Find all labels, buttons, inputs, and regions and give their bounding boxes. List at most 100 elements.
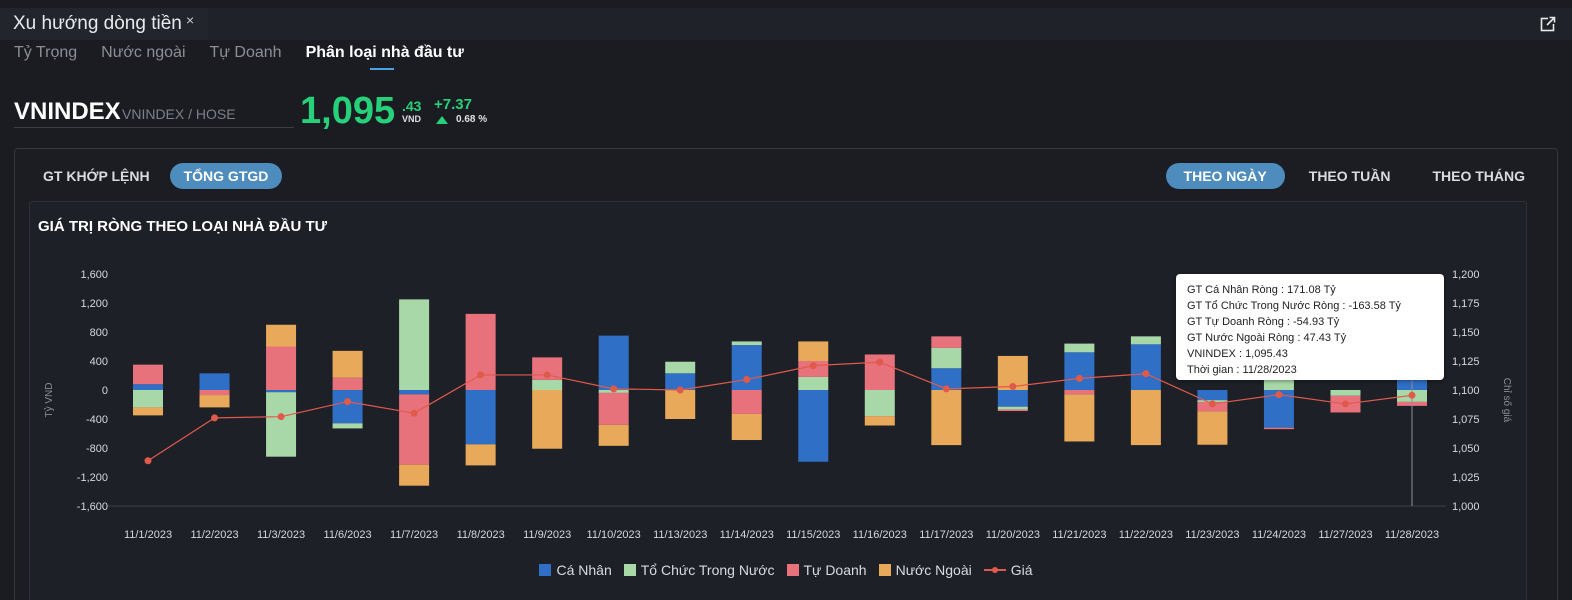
y-tick-label: -1,200 xyxy=(77,472,108,484)
bar-segment xyxy=(1130,390,1161,446)
bar-segment xyxy=(598,392,629,425)
tab-phan-loai-nha-dau-tu[interactable]: Phân loại nhà đầu tư xyxy=(306,44,464,70)
x-tick-label: 11/8/2023 xyxy=(457,529,505,541)
legend-ca-nhan[interactable]: Cá Nhân xyxy=(539,562,612,578)
bar-segment xyxy=(731,345,762,390)
bar-segment xyxy=(1263,427,1294,430)
bar-segment xyxy=(332,390,363,424)
x-tick-label: 11/14/2023 xyxy=(720,529,774,541)
bar-segment xyxy=(598,335,629,390)
bar-segment xyxy=(931,390,962,446)
x-tick-label: 11/13/2023 xyxy=(653,529,707,541)
y-tick-label: 1,600 xyxy=(80,269,108,281)
bar-segment xyxy=(1197,390,1228,401)
legend-to-chuc-trong-nuoc[interactable]: Tổ Chức Trong Nước xyxy=(623,562,775,578)
tooltip-line: GT Tổ Chức Trong Nước Ròng : -163.58 Tỷ xyxy=(1187,300,1401,312)
legend-tu-doanh[interactable]: Tự Doanh xyxy=(786,562,867,578)
theo-tuan-button[interactable]: THEO TUẦN xyxy=(1308,168,1391,184)
bar-segment xyxy=(798,376,829,390)
bar-segment xyxy=(199,390,230,396)
price-point xyxy=(809,362,817,370)
bar-segment xyxy=(399,394,430,465)
bar-segment xyxy=(1064,352,1095,390)
bar-segment xyxy=(465,444,496,466)
price-unit: VND xyxy=(402,114,422,124)
window-header: Xu hướng dòng tiền × xyxy=(0,0,1572,44)
y2-tick-label: 1,100 xyxy=(1452,385,1480,397)
widget-title: Xu hướng dòng tiền xyxy=(13,13,182,34)
legend-gia[interactable]: Giá xyxy=(983,562,1033,578)
external-link-icon[interactable] xyxy=(1540,16,1556,32)
price-integer: 1,095 xyxy=(300,90,396,132)
tab-nuoc-ngoai[interactable]: Nước ngoài xyxy=(101,44,186,61)
bar-segment xyxy=(399,464,430,486)
tooltip-line: Thời gian : 11/28/2023 xyxy=(1187,364,1297,376)
legend-label: Tự Doanh xyxy=(803,562,867,578)
y2-tick-label: 1,000 xyxy=(1452,501,1480,513)
theo-thang-button[interactable]: THEO THÁNG xyxy=(1432,168,1525,184)
y2-tick-label: 1,175 xyxy=(1452,298,1480,310)
ticker-divider xyxy=(14,127,294,128)
price-point xyxy=(610,385,618,393)
tooltip-line: VNINDEX : 1,095.43 xyxy=(1187,348,1288,360)
y-axis-title: Tỷ VND xyxy=(43,383,55,418)
ticker-exchange: VNINDEX / HOSE xyxy=(122,106,236,122)
bar-segment xyxy=(266,346,297,390)
theo-ngay-button[interactable]: THEO NGÀY xyxy=(1165,163,1285,189)
widget-tab[interactable]: Xu hướng dòng tiền xyxy=(0,8,208,40)
x-tick-label: 11/3/2023 xyxy=(257,529,305,541)
legend-label: Nước Ngoài xyxy=(895,562,972,578)
legend-swatch xyxy=(539,564,552,576)
x-tick-label: 11/1/2023 xyxy=(124,529,172,541)
bar-segment xyxy=(665,361,696,374)
bar-segment xyxy=(1130,344,1161,390)
bar-segment xyxy=(532,379,563,390)
y-tick-label: 800 xyxy=(90,327,108,339)
legend-label: Cá Nhân xyxy=(556,562,612,578)
price-point xyxy=(1408,391,1416,399)
bar-segment xyxy=(199,373,230,390)
bar-segment xyxy=(133,364,163,385)
bar-segment xyxy=(1064,343,1095,353)
chart-title: GIÁ TRỊ RÒNG THEO LOẠI NHÀ ĐẦU TƯ xyxy=(38,218,328,235)
y2-tick-label: 1,125 xyxy=(1452,356,1480,368)
bar-segment xyxy=(332,377,363,390)
bar-segment xyxy=(997,390,1028,407)
x-tick-label: 11/6/2023 xyxy=(324,529,372,541)
bar-segment xyxy=(1064,394,1095,442)
bar-segment xyxy=(931,368,962,390)
tooltip-line: GT Cá Nhân Ròng : 171.08 Tỷ xyxy=(1187,284,1336,296)
y2-tick-label: 1,050 xyxy=(1452,443,1480,455)
bar-segment xyxy=(731,413,762,441)
tooltip-line: GT Tự Doanh Ròng : -54.93 Tỷ xyxy=(1187,316,1340,328)
bar-segment xyxy=(199,395,230,408)
bar-segment xyxy=(1064,390,1095,395)
price-point xyxy=(1341,400,1349,408)
x-tick-label: 11/20/2023 xyxy=(986,529,1040,541)
tab-ty-trong[interactable]: Tỷ Trọng xyxy=(14,44,78,61)
tab-tu-doanh[interactable]: Tự Doanh xyxy=(209,44,282,61)
price-point xyxy=(211,414,219,422)
y2-axis-title: Chỉ số giá xyxy=(1501,378,1513,423)
bar-segment xyxy=(133,390,163,408)
bar-segment xyxy=(864,416,895,426)
gt-khop-lenh-button[interactable]: GT KHỚP LỆNH xyxy=(43,168,150,184)
close-icon[interactable]: × xyxy=(186,12,195,28)
bar-segment xyxy=(532,357,563,380)
price-point xyxy=(942,385,950,393)
price-point xyxy=(277,413,285,421)
bar-segment xyxy=(532,390,563,449)
tong-gtgd-button[interactable]: TỔNG GTGD xyxy=(169,163,283,189)
subtab-bar: Tỷ Trọng Nước ngoài Tự Doanh Phân loại n… xyxy=(14,44,464,70)
x-tick-label: 11/28/2023 xyxy=(1385,529,1439,541)
legend-nuoc-ngoai[interactable]: Nước Ngoài xyxy=(878,562,972,578)
bar-segment xyxy=(465,313,496,390)
bar-segment xyxy=(798,341,829,361)
x-tick-label: 11/7/2023 xyxy=(390,529,438,541)
price-point xyxy=(1275,391,1283,399)
y-tick-label: -1,600 xyxy=(77,501,108,513)
bar-segment xyxy=(133,407,163,416)
bar-segment xyxy=(266,392,297,457)
legend-swatch xyxy=(786,564,799,576)
